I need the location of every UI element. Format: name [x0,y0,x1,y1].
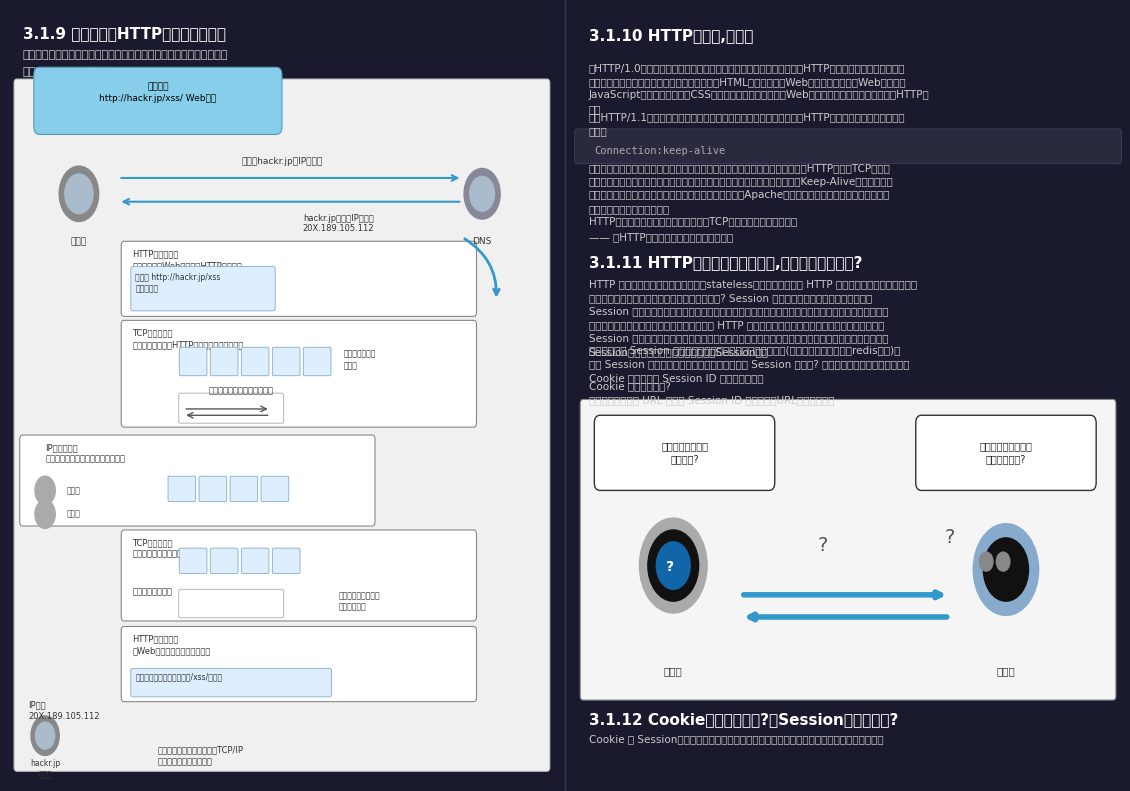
Text: 按序号分为多个
报文段: 按序号分为多个 报文段 [344,350,376,370]
Text: 一般面试官会通过这样的问题来考察你对计算机网络知识体系的理解。: 一般面试官会通过这样的问题来考察你对计算机网络知识体系的理解。 [23,50,228,60]
Text: 原来是想要这台计算机上的/xss/资源啊: 原来是想要这台计算机上的/xss/资源啊 [136,672,223,681]
Text: TCP协议的职责
为了方便通信，将HTTP请求报文分割成报文段: TCP协议的职责 为了方便通信，将HTTP请求报文分割成报文段 [132,328,244,349]
Text: 请求的处理结果也同样利用TCP/IP
通信协议向用户进行回传: 请求的处理结果也同样利用TCP/IP 通信协议向用户进行回传 [158,745,244,766]
Text: 3.1.10 HTTP长连接,短连接: 3.1.10 HTTP长连接,短连接 [589,28,753,43]
FancyBboxPatch shape [210,347,238,376]
Circle shape [647,530,698,601]
Text: 路由器: 路由器 [67,509,80,519]
Circle shape [470,176,495,211]
FancyBboxPatch shape [261,476,288,501]
Text: HTTP协议的职责
生成针对目标Web服务器的HTTP请求报文: HTTP协议的职责 生成针对目标Web服务器的HTTP请求报文 [132,249,242,270]
Circle shape [35,476,55,505]
Text: 把每个报文段可靠地传给对方: 把每个报文段可靠地传给对方 [209,386,273,395]
Text: 你之前发送了什么
给我来着?: 你之前发送了什么 给我来着? [661,441,709,464]
Text: 请给我 http://hackr.jp/xss
页面的资源: 请给我 http://hackr.jp/xss 页面的资源 [136,273,220,293]
Text: 服务器: 服务器 [997,666,1016,676]
Text: 客户端: 客户端 [71,237,87,246]
Circle shape [997,552,1010,571]
Circle shape [640,518,707,613]
FancyBboxPatch shape [580,399,1116,700]
Circle shape [35,500,55,528]
Text: 我想想，之前发送了
什么给你来着?: 我想想，之前发送了 什么给你来着? [980,441,1033,464]
Text: 图片来源：《图解HTTP》: 图片来源：《图解HTTP》 [23,66,111,77]
FancyBboxPatch shape [179,589,284,618]
FancyBboxPatch shape [272,548,299,573]
Text: 我想浏览
http://hackr.jp/xss/ Web页面: 我想浏览 http://hackr.jp/xss/ Web页面 [99,82,217,104]
FancyBboxPatch shape [168,476,195,501]
Text: 告诉我hackr.jp的IP地址吧: 告诉我hackr.jp的IP地址吧 [242,157,322,166]
FancyBboxPatch shape [179,393,284,423]
Text: IP协议的职责
搜索对方的地址，一边中转一边传送: IP协议的职责 搜索对方的地址，一边中转一边传送 [45,443,125,464]
Text: Cookie 和 Session都是用来跟踪浏览器用户身份的会话方式，但是两者的应用场景不太一样。: Cookie 和 Session都是用来跟踪浏览器用户身份的会话方式，但是两者的… [589,734,884,744]
Text: 在HTTP/1.0中默认使用短连接。也就是说，客户端和服务器每进行一次HTTP操作，就建立一次连接，任
务结束就中断连接。当客户端浏览器访问的某个HTML或其他: 在HTTP/1.0中默认使用短连接。也就是说，客户端和服务器每进行一次HTTP操… [589,63,930,114]
Text: TCP协议的职责
从对方那里接收到的报文段: TCP协议的职责 从对方那里接收到的报文段 [132,538,192,558]
FancyBboxPatch shape [242,347,269,376]
Circle shape [980,552,993,571]
Text: ?: ? [667,560,675,574]
Text: 在使用长连接的情况下，当一个网页打开完成后，客户端和服务器之间用于传输HTTP数据的TCP连接不
会关闭，客户端再次访问这个服务器时，会继续使用这一条已经建立的: 在使用长连接的情况下，当一个网页打开完成后，客户端和服务器之间用于传输HTTP数… [589,163,894,214]
Circle shape [464,168,501,219]
Text: Connection:keep-alive: Connection:keep-alive [594,146,725,157]
FancyBboxPatch shape [303,347,331,376]
Text: ?: ? [945,528,955,547]
FancyBboxPatch shape [210,548,238,573]
Text: 在服务端保存 Session 的方法很多，最常用的就是内存和数据库(比如是使用内存数据库redis保存)。
既然 Session 存放在服务器端，那么我们如何实: 在服务端保存 Session 的方法很多，最常用的就是内存和数据库(比如是使用内… [589,346,910,383]
Text: 客户端: 客户端 [664,666,683,676]
Text: 3.1.9 各种协议与HTTP协议之间的关系: 3.1.9 各种协议与HTTP协议之间的关系 [23,26,226,41]
Text: ?: ? [817,536,828,555]
FancyBboxPatch shape [121,241,477,316]
Text: DNS: DNS [472,237,492,246]
FancyBboxPatch shape [19,435,375,526]
Text: 3.1.12 Cookie的作用是什么?和Session有什么区别?: 3.1.12 Cookie的作用是什么?和Session有什么区别? [589,712,898,727]
Text: HTTP 是一种不保存状态，即无状态（stateless）协议。也就是说 HTTP 协议自身不对请求和响应之间
的通信状态进行保存。那么我们保存用户状态呢? S: HTTP 是一种不保存状态，即无状态（stateless）协议。也就是说 HTT… [589,279,916,358]
Circle shape [973,524,1038,615]
Text: —— 《HTTP长连接、短连接究竟是什么？》: —— 《HTTP长连接、短连接究竟是什么？》 [589,232,733,242]
FancyBboxPatch shape [131,267,276,311]
FancyBboxPatch shape [199,476,227,501]
FancyBboxPatch shape [180,347,207,376]
Circle shape [35,722,54,749]
FancyBboxPatch shape [180,548,207,573]
FancyBboxPatch shape [272,347,299,376]
FancyBboxPatch shape [131,668,331,697]
Text: 路由器: 路由器 [67,486,80,495]
FancyBboxPatch shape [121,320,477,427]
FancyBboxPatch shape [14,79,550,771]
Text: 重组到达的报文段: 重组到达的报文段 [132,587,173,596]
Text: 而从HTTP/1.1起，默认使用长连接，用以保持连接特性。使用长连接的HTTP协议，会在响应头加入这行
代码：: 而从HTTP/1.1起，默认使用长连接，用以保持连接特性。使用长连接的HTTP协… [589,112,905,136]
Text: HTTP协议的职责
对Web服务器请求的内容的处理: HTTP协议的职责 对Web服务器请求的内容的处理 [132,634,211,655]
Circle shape [64,174,93,214]
FancyBboxPatch shape [121,626,477,702]
Circle shape [31,716,59,755]
FancyBboxPatch shape [242,548,269,573]
Circle shape [657,542,690,589]
Text: HTTP协议的长连接和短连接，实质上是TCP协议的长连接和短连接。: HTTP协议的长连接和短连接，实质上是TCP协议的长连接和短连接。 [589,216,797,226]
Text: Cookie 被禁用怎么办?: Cookie 被禁用怎么办? [589,381,670,392]
FancyBboxPatch shape [915,415,1096,490]
FancyBboxPatch shape [231,476,258,501]
Text: 按序号以原来的顺序
重组请求报文: 按序号以原来的顺序 重组请求报文 [338,591,380,611]
Text: hackr.jp
服务器: hackr.jp 服务器 [31,759,60,779]
Text: 3.1.11 HTTP是不保存状态的协议,如何保存用户状态?: 3.1.11 HTTP是不保存状态的协议,如何保存用户状态? [589,255,862,270]
Text: IP地址
20X.189.105.112: IP地址 20X.189.105.112 [28,700,99,721]
FancyBboxPatch shape [594,415,775,490]
FancyBboxPatch shape [121,530,477,621]
Circle shape [59,166,98,221]
FancyBboxPatch shape [574,129,1122,164]
Text: hackr.jp对应的IP地址是
20X.189.105.112: hackr.jp对应的IP地址是 20X.189.105.112 [303,214,374,233]
Text: 最常用的就是利用 URL 重写把 Session ID 直接附加在URL路径的后面。: 最常用的就是利用 URL 重写把 Session ID 直接附加在URL路径的后… [589,396,834,406]
FancyBboxPatch shape [34,67,282,134]
Circle shape [983,538,1028,601]
